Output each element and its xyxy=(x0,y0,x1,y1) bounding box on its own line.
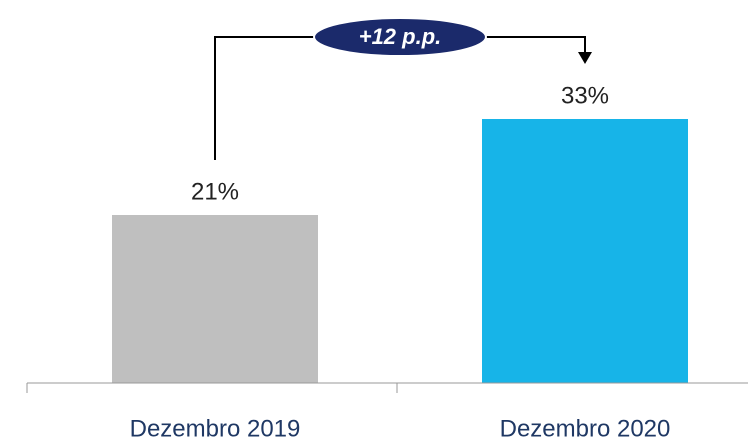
value-label: 21% xyxy=(191,178,239,205)
x-tick-label: Dezembro 2020 xyxy=(500,415,671,442)
annotation-text: +12 p.p. xyxy=(359,24,442,49)
bar xyxy=(482,119,688,383)
value-label: 33% xyxy=(561,82,609,109)
annotation-badge xyxy=(313,17,487,57)
bar xyxy=(112,215,318,383)
annotation-arrow xyxy=(578,52,592,64)
x-tick-label: Dezembro 2019 xyxy=(130,415,301,442)
